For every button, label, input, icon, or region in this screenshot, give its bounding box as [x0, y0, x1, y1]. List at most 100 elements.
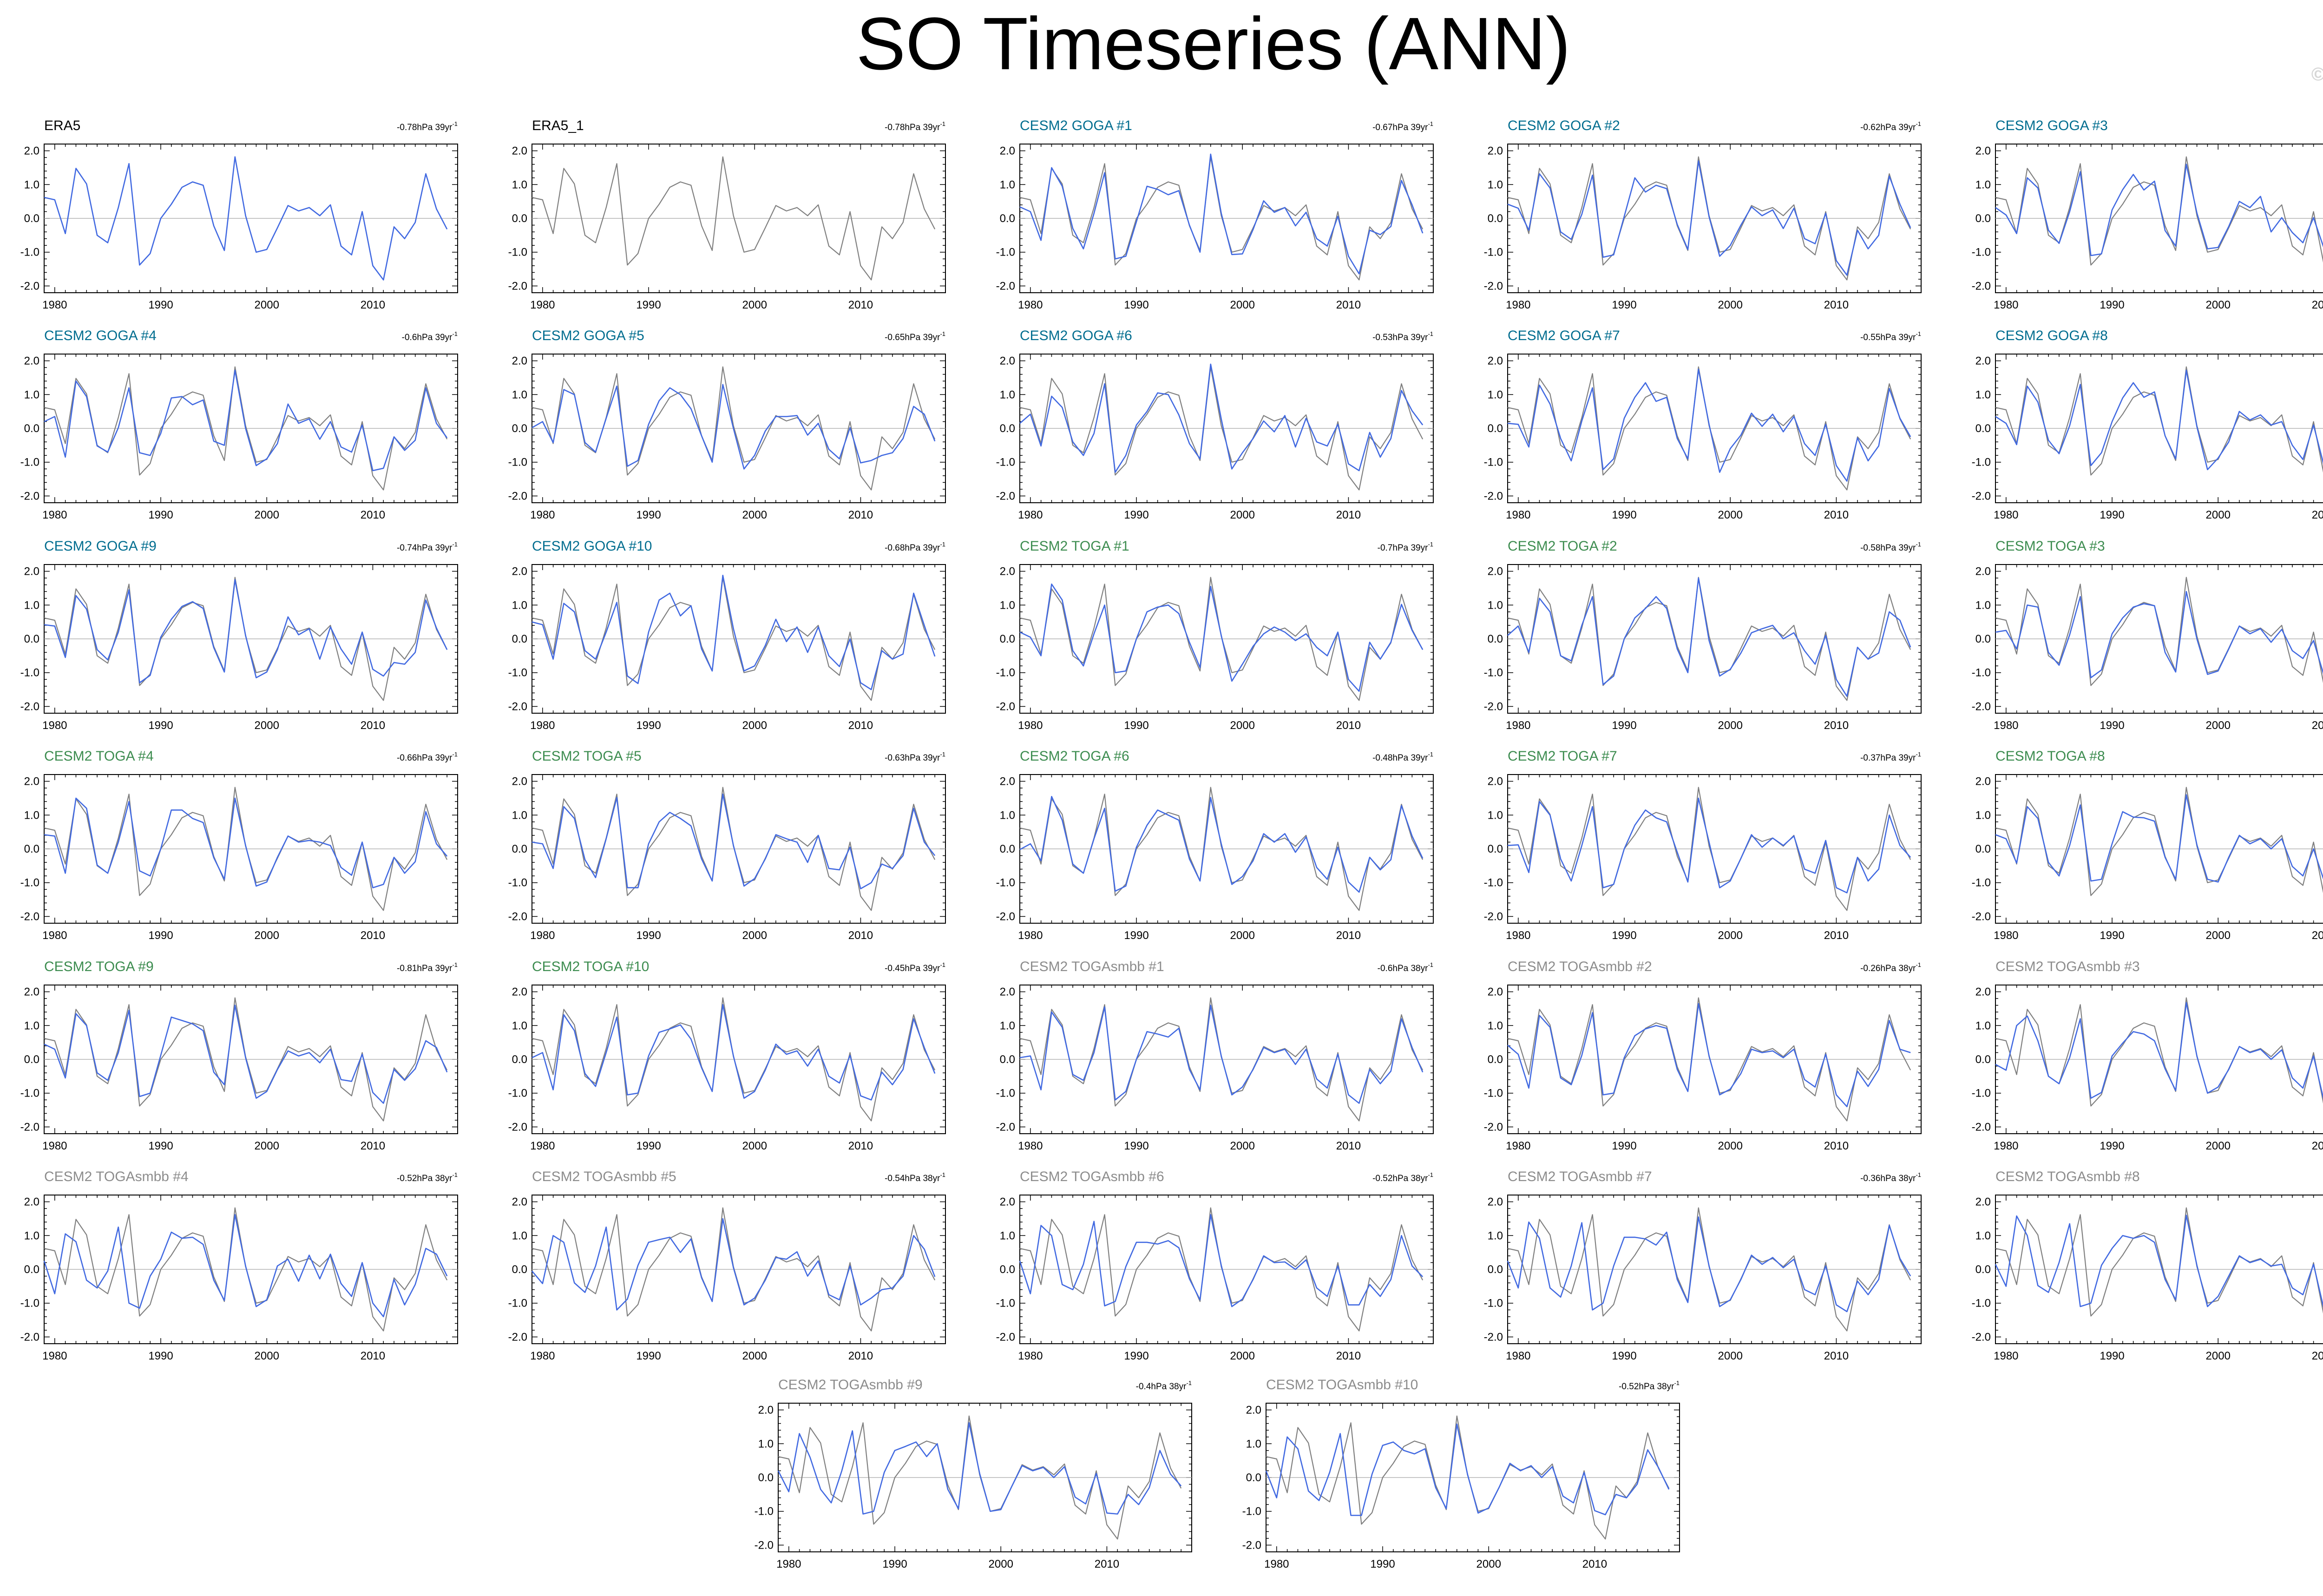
panel: ERA5_1 -0.78hPa 39yr-1 1980 1990 2000 2010 2.0… [488, 116, 973, 321]
model-series-line [44, 156, 448, 281]
y-tick-label: -2.0 [1484, 1121, 1503, 1133]
x-tick-label: 2010 [848, 299, 873, 311]
trend-exponent: -1 [452, 1171, 458, 1178]
panel-trend: -0.37hPa 39yr-1 [1860, 751, 1921, 763]
y-tick-label: -2.0 [1484, 1331, 1503, 1343]
y-tick-label: -2.0 [508, 490, 527, 502]
trend-value: -0.62hPa 39yr [1860, 123, 1916, 132]
panel-chart: CESM2 TOGA #3-0.45hPa 39yr-1198019902000… [1972, 539, 2323, 732]
panel-trend: -0.78hPa 39yr-1 [397, 120, 458, 132]
y-tick-label: -2.0 [1242, 1539, 1261, 1551]
trend-value: -0.65hPa 39yr [885, 333, 940, 342]
y-tick-label: 1.0 [1000, 1019, 1015, 1032]
trend-value: -0.78hPa 39yr [885, 123, 940, 132]
panel: CESM2 TOGAsmbb #10 -0.52hPa 38yr-1 1980 199… [1222, 1375, 1707, 1580]
y-tick-label: 2.0 [1488, 986, 1503, 998]
x-tick-label: 2000 [255, 299, 279, 311]
x-tick-label: 1980 [1994, 1140, 2018, 1152]
trend-value: -0.68hPa 39yr [885, 543, 940, 553]
panel: CESM2 TOGAsmbb #5 -0.54hPa 38yr-1 1980 1990… [488, 1167, 973, 1372]
y-tick-label: 1.0 [1246, 1438, 1261, 1450]
panel-trend: -0.36hPa 38yr-1 [1860, 1171, 1921, 1183]
panel-trend: -0.62hPa 39yr-1 [1860, 120, 1921, 132]
panel: CESM2 GOGA #4 -0.6hPa 39yr-1 1980 1990 2000 2… [0, 326, 486, 531]
x-tick-label: 2000 [255, 1140, 279, 1152]
panel-chart: CESM2 GOGA #8-0.69hPa 39yr-1198019902000… [1972, 328, 2323, 521]
y-tick-label: -2.0 [508, 1121, 527, 1133]
trend-value: -0.55hPa 39yr [1860, 333, 1916, 342]
panel-trend: -0.81hPa 39yr-1 [397, 961, 458, 973]
panel-trend: -0.48hPa 39yr-1 [1372, 751, 1433, 763]
x-tick-label: 1980 [1506, 719, 1530, 732]
x-tick-label: 2000 [1230, 1140, 1255, 1152]
panel-title: ERA5_1 [532, 118, 584, 133]
y-tick-label: 0.0 [512, 212, 527, 225]
x-tick-label: 1990 [2100, 1140, 2124, 1152]
trend-exponent: -1 [452, 751, 458, 758]
panel-chart: CESM2 TOGAsmbb #9 -0.4hPa 38yr-1 1980 1990 2… [755, 1377, 1192, 1570]
model-series-line [1019, 1214, 1424, 1307]
panel-title: CESM2 TOGAsmbb #6 [1020, 1169, 1164, 1184]
panel-chart: CESM2 TOGA #5 -0.63hPa 39yr-1 1980 1990 2000… [508, 749, 946, 942]
y-tick-label: 2.0 [24, 1196, 39, 1208]
panel: CESM2 TOGA #3-0.45hPa 39yr-1198019902000… [1951, 537, 2323, 741]
trend-exponent: -1 [1186, 1379, 1192, 1386]
y-tick-label: 2.0 [1975, 565, 1991, 578]
x-tick-label: 1990 [148, 1350, 173, 1362]
y-tick-label: 0.0 [1000, 212, 1015, 225]
x-tick-label: 2000 [1718, 929, 1743, 942]
x-tick-label: 2010 [1336, 1140, 1361, 1152]
y-tick-label: -1.0 [1484, 456, 1503, 469]
panel: CESM2 GOGA #5 -0.65hPa 39yr-1 1980 1990 2000… [488, 326, 973, 531]
y-tick-label: -1.0 [20, 1297, 39, 1310]
x-tick-label: 1990 [2100, 719, 2124, 732]
panel-title: CESM2 GOGA #5 [532, 328, 644, 343]
y-tick-label: -2.0 [508, 280, 527, 292]
x-tick-label: 1980 [42, 929, 67, 942]
model-series-line [1507, 368, 1911, 482]
model-series-line [1995, 164, 2323, 256]
x-tick-label: 1980 [1506, 1350, 1530, 1362]
x-tick-label: 1990 [636, 1350, 661, 1362]
x-tick-label: 1990 [636, 299, 661, 311]
panel-title: CESM2 TOGAsmbb #9 [778, 1377, 923, 1392]
panel-chart: CESM2 TOGAsmbb #5 -0.54hPa 38yr-1 1980 1990… [508, 1169, 946, 1362]
trend-value: -0.48hPa 39yr [1372, 753, 1428, 763]
panel: CESM2 GOGA #10 -0.68hPa 39yr-1 1980 1990 200… [488, 537, 973, 741]
model-series-line [1019, 583, 1424, 692]
trend-exponent: -1 [1428, 961, 1433, 968]
y-tick-label: -1.0 [20, 246, 39, 259]
x-tick-label: 2010 [1336, 719, 1361, 732]
x-tick-label: 1980 [530, 299, 555, 311]
panel: CESM2 GOGA #2 -0.62hPa 39yr-1 1980 1990 2000… [1463, 116, 1949, 321]
trend-exponent: -1 [1428, 120, 1433, 127]
y-tick-label: -1.0 [1972, 667, 1991, 679]
y-tick-label: 2.0 [24, 986, 39, 998]
x-tick-label: 1980 [42, 509, 67, 521]
panel-title: CESM2 TOGA #7 [1508, 749, 1617, 764]
panel-title: CESM2 TOGAsmbb #2 [1508, 959, 1652, 974]
panel-chart: CESM2 TOGAsmbb #2 -0.26hPa 38yr-1 1980 1990… [1484, 959, 1922, 1152]
y-tick-label: -2.0 [755, 1539, 774, 1551]
trend-exponent: -1 [940, 330, 945, 337]
panel-chart: CESM2 TOGAsmbb #7 -0.36hPa 38yr-1 1980 1990… [1484, 1169, 1922, 1362]
x-tick-label: 2010 [361, 1350, 385, 1362]
y-tick-label: -2.0 [1484, 700, 1503, 713]
x-tick-label: 2010 [1336, 299, 1361, 311]
x-tick-label: 1990 [1124, 1140, 1148, 1152]
model-series-line [532, 1218, 936, 1311]
y-tick-label: 1.0 [1000, 178, 1015, 191]
x-tick-label: 2010 [361, 929, 385, 942]
x-tick-label: 1980 [1994, 929, 2018, 942]
x-tick-label: 1990 [1612, 1350, 1636, 1362]
x-tick-label: 1990 [636, 509, 661, 521]
y-tick-label: -2.0 [996, 700, 1015, 713]
x-tick-label: 2000 [1230, 509, 1255, 521]
x-tick-label: 2010 [2312, 509, 2323, 521]
y-tick-label: -1.0 [996, 877, 1015, 889]
y-tick-label: -2.0 [1972, 490, 1991, 502]
y-tick-label: 0.0 [1975, 633, 1991, 645]
panel-title: CESM2 GOGA #4 [44, 328, 157, 343]
y-tick-label: 1.0 [1975, 809, 1991, 821]
x-tick-label: 2000 [1230, 929, 1255, 942]
